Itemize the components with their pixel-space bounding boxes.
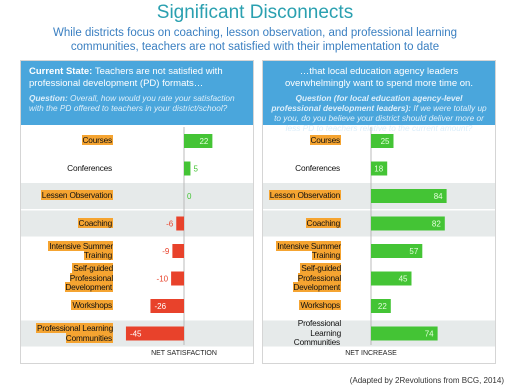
bar [371,216,445,231]
bar [371,189,447,203]
value-label: 74 [425,330,434,339]
panel: …that local education agency leaders ove… [262,60,496,364]
category-text: Workshops [71,300,113,310]
question-lead: Question: [29,93,68,103]
axis-label: NET SATISFACTION [151,350,217,357]
title: Significant Disconnects [156,2,354,23]
chart: NET SATISFACTION 22 5 0 -6 -9 -10 -26 -45 [21,127,253,357]
question: Question (for local education agency-lev… [271,93,487,133]
category-text: Lessen Observation [40,190,113,200]
category-text: Coaching [305,217,341,228]
category-text: Conferences [295,162,340,173]
bar [371,134,394,148]
category-label: Coaching [265,217,341,229]
category-text: Courses [81,135,113,145]
value-label: -26 [154,302,166,311]
value-label: 25 [381,137,390,146]
question-text: Overall, how would you rate your satisfa… [29,93,235,113]
category-text: Courses [309,135,341,145]
value-label: 22 [199,137,208,146]
bar [184,161,191,176]
row-band [21,210,253,237]
value-label: 0 [187,192,192,201]
bar [371,161,388,176]
heading-lead: Current State: [29,66,93,77]
value-label: 18 [374,165,383,174]
panel: Current State: Teachers are not satisfie… [20,60,254,364]
category-label: Lesson Observation [265,190,341,201]
category-label: Workshops [265,300,341,311]
category-text: Professional Learning Communities [293,318,341,347]
value-label: -10 [157,275,169,284]
category-label: Self-guided Professional Development [27,263,113,293]
category-text: Professional Learning Communities [35,323,113,343]
category-text: Intensive Summer Training [276,240,341,260]
category-label: Self-guided Professional Development [265,263,341,293]
value-label: -9 [162,247,170,256]
panel-header: Current State: Teachers are not satisfie… [21,61,253,125]
bar [371,299,391,313]
panel-heading: …that local education agency leaders ove… [271,66,487,89]
category-text: Conferences [67,162,112,173]
category-label: Workshops [27,300,113,311]
category-text: Lesson Observation [268,190,341,200]
category-label: Lessen Observation [27,190,113,201]
heading-text: …that local education agency leaders ove… [285,66,473,89]
category-text: Coaching [77,217,113,228]
bar [371,244,423,258]
bar [125,326,184,341]
value-label: 82 [432,220,441,229]
question-text: If we were totally up to you, do you bel… [274,103,487,133]
category-label: Conferences [265,162,341,174]
bar [150,299,184,313]
category-label: Intensive Summer Training [27,240,113,261]
value-label: 45 [399,275,408,284]
source: (Adapted by 2Revolutions from BCG, 2014) [349,376,504,385]
panel-header: …that local education agency leaders ove… [263,61,495,133]
bar [172,244,184,258]
heading-text: Teachers are not satisfied with professi… [29,66,223,89]
bar [184,134,213,148]
chart: NET INCREASE 25 18 84 82 57 45 22 74 [263,127,495,357]
value-label: 84 [434,192,443,201]
category-text: Workshops [299,300,341,310]
value-label: 57 [409,247,418,256]
category-label: Intensive Summer Training [265,240,341,261]
category-text: Intensive Summer Training [48,240,113,260]
value-label: -6 [166,220,174,229]
category-label: Courses [265,135,341,146]
bar [171,271,184,286]
axis-label: NET INCREASE [345,350,397,357]
question-lead: Question (for local education agency-lev… [271,93,463,113]
bar [371,326,438,341]
value-label: 22 [378,302,387,311]
category-label: Courses [27,135,113,146]
bar [176,216,184,231]
panel-heading: Current State: Teachers are not satisfie… [29,66,245,89]
value-label: 5 [193,165,198,174]
bar [371,271,412,286]
category-label: Professional Learning Communities [265,318,341,348]
category-label: Conferences [27,162,113,174]
category-text: Self-guided Professional Development [293,263,341,292]
category-label: Coaching [27,217,113,229]
category-text: Self-guided Professional Development [65,263,113,292]
value-label: -45 [130,330,142,339]
question: Question: Overall, how would you rate yo… [29,93,245,113]
subtitle: While districts focus on coaching, lesso… [53,27,457,53]
category-label: Professional Learning Communities [27,323,113,343]
